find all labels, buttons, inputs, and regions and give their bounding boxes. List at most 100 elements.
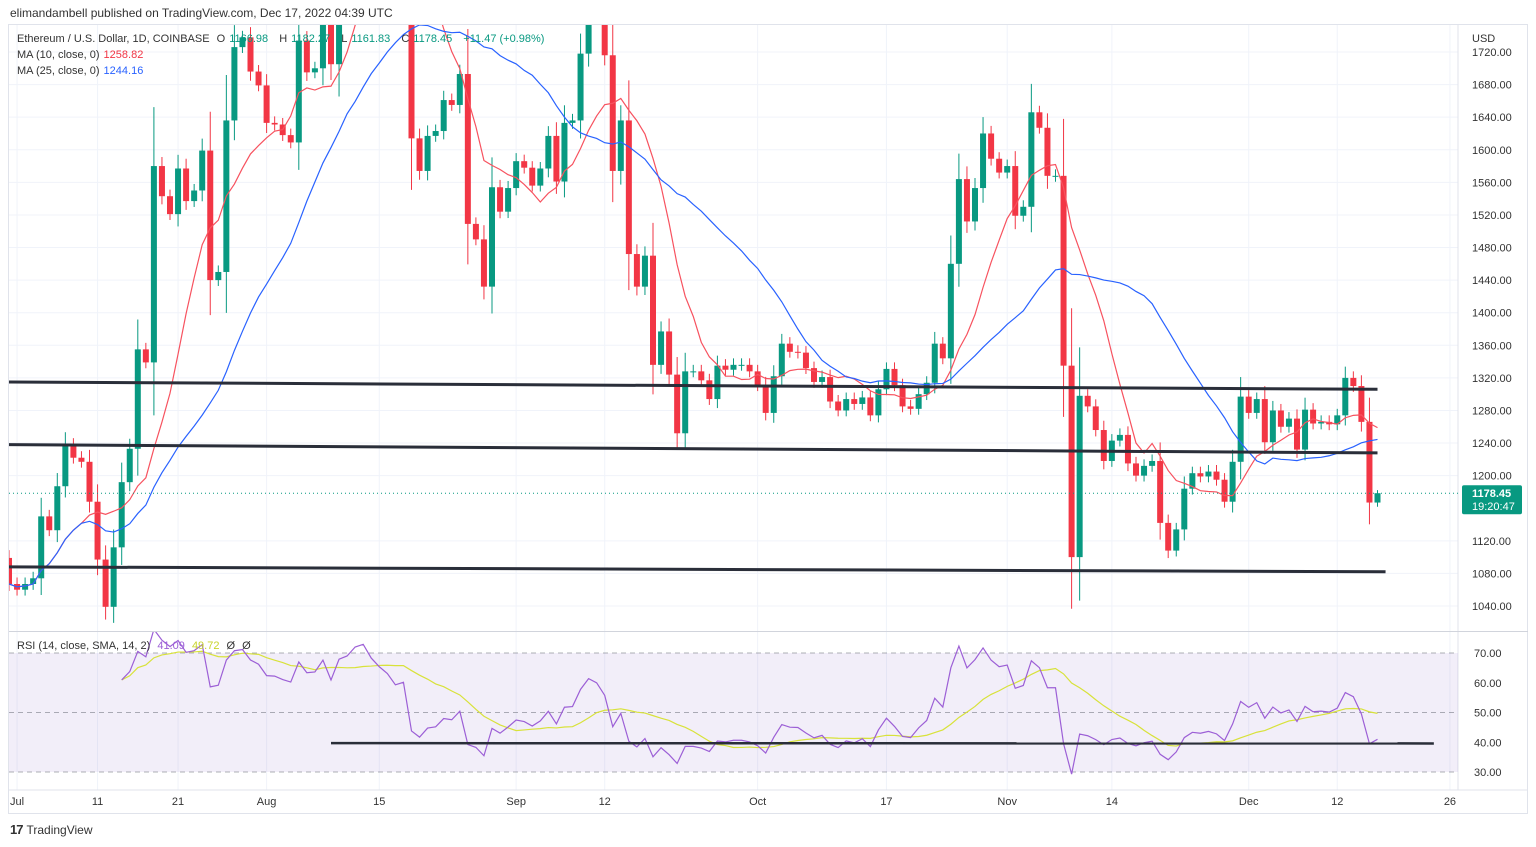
ma10-legend[interactable]: MA (10, close, 0) 1258.82: [17, 49, 147, 61]
candle: [553, 122, 560, 194]
candle: [432, 124, 439, 142]
candle-body: [62, 444, 69, 487]
price-tick-label: 1560.00: [1472, 177, 1512, 189]
candle-body: [134, 349, 141, 449]
price-tick-label: 1320.00: [1472, 373, 1512, 385]
candle-body: [1060, 175, 1067, 366]
candle: [263, 74, 270, 133]
candle: [521, 154, 528, 174]
rsi-tick-label: 50.00: [1474, 708, 1502, 720]
rsi-legend[interactable]: RSI (14, close, SMA, 14, 2) 41.09 49.72 …: [17, 640, 255, 652]
candle-body: [827, 377, 834, 402]
candle-body: [617, 120, 624, 171]
time-tick-label: 12: [1331, 796, 1343, 808]
footer-brand: TradingView: [26, 822, 93, 837]
rsi-line: [121, 632, 1378, 775]
candle-body: [311, 68, 318, 73]
candle-body: [328, 25, 334, 65]
candle-body: [931, 343, 938, 383]
candle: [859, 390, 866, 410]
candle-body: [1294, 418, 1300, 450]
candle-body: [875, 389, 882, 416]
candle: [738, 358, 745, 371]
candle: [577, 33, 584, 139]
candle: [134, 319, 141, 476]
price-tick-label: 1480.00: [1472, 243, 1512, 255]
candle: [78, 451, 85, 468]
candle: [1012, 151, 1019, 230]
last-price-tag-bg: [1462, 485, 1522, 515]
candle: [625, 80, 632, 291]
candle: [1261, 386, 1268, 454]
tradingview-logo-icon: 17: [10, 822, 24, 837]
candle: [1245, 390, 1252, 419]
candle: [601, 25, 608, 66]
candle: [472, 217, 479, 246]
candle: [30, 571, 37, 590]
candle-body: [271, 122, 278, 125]
candle: [658, 321, 665, 374]
candle: [988, 125, 995, 166]
candle: [899, 378, 906, 413]
candle: [46, 509, 53, 537]
candle-body: [1237, 396, 1244, 462]
time-tick-label: Sep: [506, 796, 526, 808]
candle-body: [650, 255, 656, 365]
candle: [972, 178, 978, 231]
candle-body: [247, 37, 254, 72]
candle-body: [569, 120, 576, 123]
candle: [939, 337, 946, 365]
candle-body: [480, 239, 487, 287]
candle-body: [9, 557, 12, 584]
candle: [947, 235, 954, 384]
price-tick-label: 1360.00: [1472, 340, 1512, 352]
price-tick-label: 1200.00: [1472, 471, 1512, 483]
candle-body: [38, 516, 45, 579]
ohlc-high: H 1182.27: [279, 33, 331, 45]
candle: [513, 153, 520, 196]
candle-body: [851, 399, 858, 404]
candle: [1124, 426, 1131, 472]
candle: [545, 126, 552, 178]
footer-branding[interactable]: 17 TradingView: [10, 822, 93, 837]
candle-body: [706, 380, 713, 400]
candle-body: [690, 371, 697, 373]
candle-body: [585, 25, 592, 54]
candle: [336, 25, 343, 97]
symbol-title: Ethereum / U.S. Dollar, 1D, COINBASE: [17, 33, 210, 45]
candle: [674, 357, 681, 450]
candle-body: [641, 255, 648, 287]
ma25-legend[interactable]: MA (25, close, 0) 1244.16: [17, 65, 147, 77]
candle-body: [287, 135, 294, 143]
candle: [1269, 400, 1276, 451]
rsi-tick-label: 60.00: [1474, 678, 1502, 690]
price-tick-label: 1280.00: [1472, 405, 1512, 417]
candle: [158, 157, 165, 205]
countdown-timer: 19:20:47: [1472, 501, 1515, 513]
candle: [9, 550, 12, 592]
candle-body: [432, 131, 439, 136]
candle-body: [54, 486, 61, 531]
time-tick-label: 26: [1444, 796, 1456, 808]
candle: [996, 152, 1003, 179]
candle-body: [1366, 421, 1373, 503]
candle-body: [102, 559, 109, 607]
candle: [843, 392, 850, 417]
ohlc-open: O 1166.98: [216, 33, 269, 45]
candle: [1221, 473, 1228, 508]
rsi-sma-value: 49.72: [191, 640, 220, 652]
candle: [167, 189, 173, 220]
candle: [980, 117, 987, 203]
candle: [1165, 514, 1172, 559]
price-tick-label: 1600.00: [1472, 145, 1512, 157]
candle-body: [1285, 418, 1292, 427]
candle-body: [1261, 399, 1268, 443]
candle-body: [1004, 166, 1011, 173]
candle: [698, 364, 705, 387]
candle-body: [1221, 479, 1228, 502]
candle-body: [521, 161, 528, 168]
candle-body: [746, 364, 753, 372]
candle: [1020, 200, 1027, 222]
